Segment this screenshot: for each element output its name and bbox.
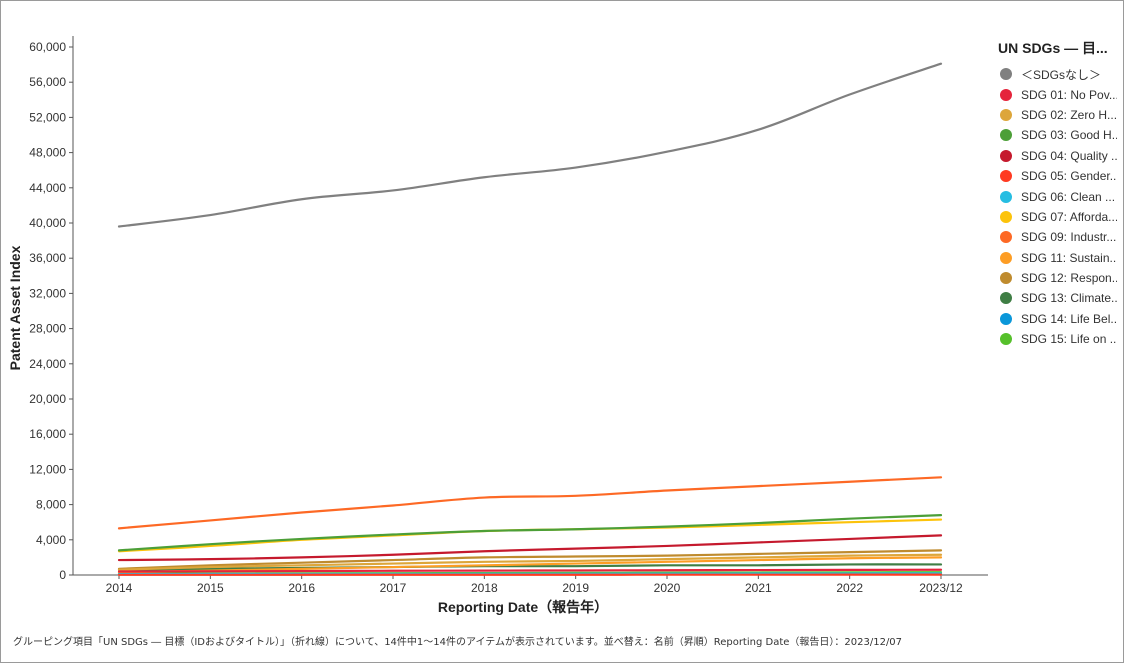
x-axis: 2014 2015 2016 2017 2018 2019 2020 2021 2022 2023… <box>73 574 988 595</box>
legend-marker-icon <box>1000 170 1012 183</box>
legend-label: SDG 15: Life on ... <box>1021 332 1117 347</box>
legend-item[interactable]: SDG 05: Gender... <box>998 166 1120 186</box>
legend-item[interactable]: SDG 03: Good H... <box>998 125 1120 145</box>
legend-marker-icon <box>1000 210 1012 223</box>
legend-item[interactable]: SDG 09: Industr... <box>998 227 1120 247</box>
legend-label: SDG 12: Respon... <box>1021 271 1117 286</box>
legend-label: SDG 13: Climate... <box>1021 291 1117 306</box>
legend-label: SDG 01: No Pov... <box>1021 87 1117 102</box>
legend-label: SDG 04: Quality ... <box>1021 148 1117 163</box>
legend: UN SDGs ― 目... ＜SDGsなし＞ SDG 01: No Pov...… <box>998 38 1120 349</box>
series-line-sdg-09-industr[interactable] <box>117 476 943 530</box>
y-tick-label: 8,000 <box>36 498 66 512</box>
y-axis-title: Patent Asset Index <box>7 245 23 370</box>
x-tick-label: 2023/12 <box>919 581 963 595</box>
legend-marker-icon <box>1000 68 1012 81</box>
y-tick-label: 36,000 <box>29 251 66 265</box>
legend-item[interactable]: SDG 12: Respon... <box>998 268 1120 288</box>
x-tick-label: 2017 <box>380 581 407 595</box>
legend-marker-icon <box>1000 149 1012 162</box>
legend-marker-icon <box>1000 88 1012 101</box>
series-lines <box>117 62 943 576</box>
y-tick-label: 32,000 <box>29 286 66 300</box>
y-axis: 0 4,000 8,000 12,000 16,000 20,000 24,000 28,00… <box>29 36 74 582</box>
legend-label: SDG 09: Industr... <box>1021 230 1117 245</box>
legend-marker-icon <box>1000 108 1012 121</box>
legend-item[interactable]: SDG 07: Afforda... <box>998 207 1120 227</box>
x-tick-label: 2022 <box>836 581 863 595</box>
legend-marker-icon <box>1000 333 1012 346</box>
series-line-sdg-11-sustain[interactable] <box>117 556 943 574</box>
legend-label: SDG 07: Afforda... <box>1021 209 1117 224</box>
y-tick-label: 52,000 <box>29 110 66 124</box>
x-tick-label: 2021 <box>745 581 772 595</box>
y-tick-label: 40,000 <box>29 216 66 230</box>
x-tick-label: 2014 <box>106 581 133 595</box>
legend-marker-icon <box>1000 231 1012 244</box>
legend-item[interactable]: SDG 01: No Pov... <box>998 84 1120 104</box>
y-tick-label: 44,000 <box>29 181 66 195</box>
legend-label: SDG 05: Gender... <box>1021 169 1117 184</box>
series-line-sdg-12-respon[interactable] <box>117 549 943 570</box>
series-line-sdg-13-climate[interactable] <box>117 563 943 571</box>
legend-label: SDG 11: Sustain... <box>1021 250 1117 265</box>
legend-marker-icon <box>1000 272 1012 285</box>
legend-label: SDG 14: Life Bel... <box>1021 311 1117 326</box>
x-tick-label: 2020 <box>654 581 681 595</box>
legend-title: UN SDGs ― 目... <box>998 40 1108 56</box>
y-tick-label: 4,000 <box>36 533 66 547</box>
y-tick-label: 20,000 <box>29 392 66 406</box>
legend-item[interactable]: SDG 15: Life on ... <box>998 329 1120 349</box>
x-tick-label: 2015 <box>197 581 224 595</box>
legend-item[interactable]: SDG 06: Clean ... <box>998 186 1120 206</box>
series-line-sdgs[interactable] <box>117 62 943 228</box>
y-tick-label: 0 <box>59 568 66 582</box>
legend-item[interactable]: ＜SDGsなし＞ <box>998 64 1120 84</box>
x-tick-label: 2016 <box>288 581 315 595</box>
legend-label: SDG 03: Good H... <box>1021 128 1117 143</box>
legend-marker-icon <box>1000 312 1012 325</box>
legend-marker-icon <box>1000 190 1012 203</box>
legend-items: ＜SDGsなし＞ SDG 01: No Pov... SDG 02: Zero H.… <box>998 64 1120 349</box>
series-line-sdg-04-quality[interactable] <box>117 534 943 562</box>
legend-label: ＜SDGsなし＞ <box>1021 67 1102 82</box>
y-tick-label: 28,000 <box>29 322 66 336</box>
series-line-sdg-02-zero-h[interactable] <box>117 553 943 571</box>
series-line-sdg-01-no-pov[interactable] <box>117 568 943 573</box>
y-tick-label: 60,000 <box>29 40 66 54</box>
legend-item[interactable]: SDG 13: Climate... <box>998 288 1120 308</box>
legend-item[interactable]: SDG 11: Sustain... <box>998 248 1120 268</box>
y-tick-label: 24,000 <box>29 357 66 371</box>
legend-item[interactable]: SDG 02: Zero H... <box>998 105 1120 125</box>
y-tick-label: 48,000 <box>29 146 66 160</box>
legend-marker-icon <box>1000 129 1012 142</box>
y-tick-label: 16,000 <box>29 427 66 441</box>
y-tick-label: 56,000 <box>29 75 66 89</box>
legend-item[interactable]: SDG 14: Life Bel... <box>998 309 1120 329</box>
series-line-sdg-07-afforda[interactable] <box>117 518 943 553</box>
legend-label: SDG 02: Zero H... <box>1021 107 1117 122</box>
legend-label: SDG 06: Clean ... <box>1021 189 1116 204</box>
x-tick-label: 2018 <box>471 581 498 595</box>
legend-item[interactable]: SDG 04: Quality ... <box>998 146 1120 166</box>
legend-marker-icon <box>1000 251 1012 264</box>
series-line-sdg-03-good-h[interactable] <box>117 514 943 552</box>
y-tick-label: 12,000 <box>29 462 66 476</box>
x-tick-label: 2019 <box>562 581 589 595</box>
x-axis-title: Reporting Date（報告年） <box>438 599 608 615</box>
legend-marker-icon <box>1000 292 1012 305</box>
footer-status-text: グルーピング項目「UN SDGs ― 目標（IDおよびタイトル）」（折れ線）につ… <box>13 637 903 648</box>
